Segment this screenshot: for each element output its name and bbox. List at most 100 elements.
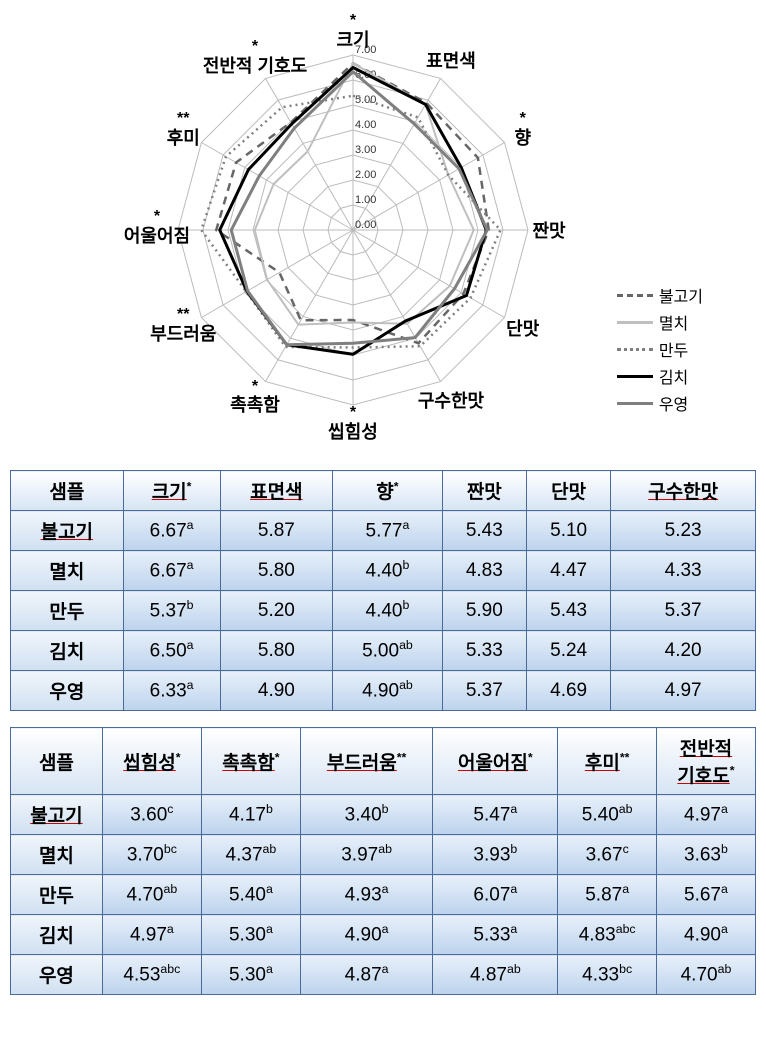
table-row: 멸치3.70bc4.37ab3.97ab3.93b3.67c3.63b: [11, 835, 756, 875]
col-header: 후미**: [558, 728, 656, 795]
row-header: 만두: [11, 875, 103, 915]
svg-text:0.00: 0.00: [355, 219, 376, 231]
data-table-1: 샘플크기*표면색향*짠맛단맛구수한맛불고기6.67a5.875.77a5.435…: [10, 470, 756, 711]
table-cell: 3.63b: [656, 835, 755, 875]
table-row: 우영6.33a4.904.90ab5.374.694.97: [11, 671, 756, 711]
radar-axis-label: 짠맛: [532, 217, 565, 243]
col-header: 전반적기호도*: [656, 728, 755, 795]
table-cell: 5.20: [220, 591, 333, 631]
legend-swatch: [617, 348, 653, 351]
row-header: 멸치: [11, 835, 103, 875]
table-cell: 3.67c: [558, 835, 656, 875]
radar-axis-label: **후미: [167, 114, 200, 150]
table-cell: 4.47: [526, 551, 610, 591]
col-header: 부드러움**: [300, 728, 432, 795]
table-cell: 5.40a: [201, 875, 300, 915]
radar-axis-label: *촉촉함: [230, 382, 280, 418]
legend-label: 김치: [659, 364, 688, 388]
table-cell: 5.40ab: [558, 795, 656, 835]
row-header: 멸치: [11, 551, 124, 591]
table-cell: 6.50a: [123, 631, 220, 671]
table-cell: 4.97a: [656, 795, 755, 835]
table-row: 김치6.50a5.805.00ab5.335.244.20: [11, 631, 756, 671]
table-cell: 4.87ab: [433, 955, 558, 995]
legend-item: 김치: [617, 364, 703, 388]
legend-label: 불고기: [659, 283, 703, 307]
radar-axis-label: *씹힘성: [328, 408, 378, 444]
svg-text:4.00: 4.00: [355, 119, 376, 131]
table-row: 만두4.70ab5.40a4.93a6.07a5.87a5.67a: [11, 875, 756, 915]
radar-axis-label: **부드러움: [150, 310, 216, 346]
table-cell: 5.90: [442, 591, 526, 631]
table-cell: 5.77a: [333, 511, 442, 551]
row-header: 김치: [11, 915, 103, 955]
row-header: 김치: [11, 631, 124, 671]
table-cell: 4.40b: [333, 591, 442, 631]
radar-axis-label: *향: [514, 114, 531, 150]
radar-chart: 0.001.002.003.004.005.006.007.00 *크기표면색*…: [33, 10, 733, 450]
row-header: 우영: [11, 955, 103, 995]
svg-text:3.00: 3.00: [355, 144, 376, 156]
row-header: 우영: [11, 671, 124, 711]
table-cell: 4.90: [220, 671, 333, 711]
table-cell: 5.23: [611, 511, 756, 551]
table-cell: 4.90a: [300, 915, 432, 955]
col-header: 향*: [333, 471, 442, 511]
col-header: 짠맛: [442, 471, 526, 511]
table-cell: 4.83abc: [558, 915, 656, 955]
legend-label: 만두: [659, 337, 688, 361]
legend-item: 멸치: [617, 310, 703, 334]
table-cell: 3.70bc: [102, 835, 201, 875]
radar-axis-label: 단맛: [506, 315, 539, 341]
col-header: 어울어짐*: [433, 728, 558, 795]
table-cell: 5.87: [220, 511, 333, 551]
table-cell: 4.90ab: [333, 671, 442, 711]
legend-swatch: [617, 294, 653, 297]
table-cell: 5.00ab: [333, 631, 442, 671]
table-row: 불고기6.67a5.875.77a5.435.105.23: [11, 511, 756, 551]
table-cell: 6.33a: [123, 671, 220, 711]
col-header: 씹힘성*: [102, 728, 201, 795]
svg-text:2.00: 2.00: [355, 169, 376, 181]
legend-swatch: [617, 402, 653, 405]
radar-axis-label: 구수한맛: [418, 387, 484, 413]
table-cell: 5.33: [442, 631, 526, 671]
table-cell: 6.67a: [123, 511, 220, 551]
table-cell: 5.87a: [558, 875, 656, 915]
col-header: 단맛: [526, 471, 610, 511]
table-row: 불고기3.60c4.17b3.40b5.47a5.40ab4.97a: [11, 795, 756, 835]
table-cell: 5.33a: [433, 915, 558, 955]
col-header: 촉촉함*: [201, 728, 300, 795]
legend-swatch: [617, 321, 653, 324]
table-cell: 4.70ab: [656, 955, 755, 995]
table-cell: 5.37: [442, 671, 526, 711]
table-cell: 4.37ab: [201, 835, 300, 875]
table-cell: 4.40b: [333, 551, 442, 591]
table-cell: 4.97: [611, 671, 756, 711]
table-cell: 4.33: [611, 551, 756, 591]
data-table-2: 샘플씹힘성*촉촉함*부드러움**어울어짐*후미**전반적기호도*불고기3.60c…: [10, 727, 756, 995]
table-cell: 3.97ab: [300, 835, 432, 875]
col-header: 크기*: [123, 471, 220, 511]
table-cell: 5.37: [611, 591, 756, 631]
legend-item: 만두: [617, 337, 703, 361]
table-cell: 4.33bc: [558, 955, 656, 995]
table-cell: 6.07a: [433, 875, 558, 915]
svg-text:1.00: 1.00: [355, 194, 376, 206]
legend-label: 우영: [659, 391, 688, 415]
col-header: 구수한맛: [611, 471, 756, 511]
table-cell: 5.10: [526, 511, 610, 551]
col-header-sample: 샘플: [11, 728, 103, 795]
row-header: 불고기: [11, 511, 124, 551]
table-cell: 5.24: [526, 631, 610, 671]
legend-swatch: [617, 375, 653, 378]
legend-item: 불고기: [617, 283, 703, 307]
table-cell: 4.70ab: [102, 875, 201, 915]
table-row: 만두5.37b5.204.40b5.905.435.37: [11, 591, 756, 631]
table-cell: 4.90a: [656, 915, 755, 955]
table-cell: 4.17b: [201, 795, 300, 835]
table-cell: 4.20: [611, 631, 756, 671]
table-cell: 5.37b: [123, 591, 220, 631]
table-cell: 5.30a: [201, 915, 300, 955]
radar-axis-label: *전반적 기호도: [203, 42, 307, 78]
